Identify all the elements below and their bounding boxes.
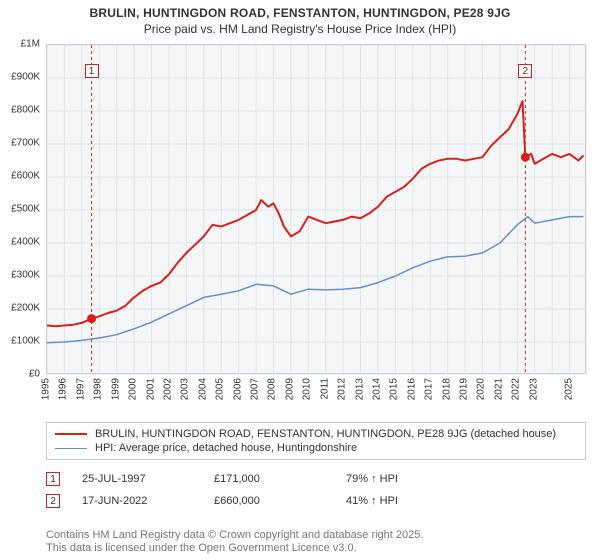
chart-title-line1: BRULIN, HUNTINGDON ROAD, FENSTANTON, HUN… [0,6,600,20]
x-tick-label: 1996 [58,378,69,400]
y-tick-label: £300K [11,270,40,281]
x-tick-label: 2004 [197,378,208,400]
x-axis-labels: 1995199619971998199920002001200220032004… [46,378,586,418]
x-tick-label: 2016 [406,378,417,400]
x-tick-label: 1997 [75,378,86,400]
legend-label-price-paid: BRULIN, HUNTINGDON ROAD, FENSTANTON, HUN… [95,428,556,440]
legend-label-hpi: HPI: Average price, detached house, Hunt… [95,442,357,454]
copyright-notice: Contains HM Land Registry data © Crown c… [46,529,586,557]
plot-area: 12 [46,44,586,374]
data-point-table: 1 25-JUL-1997 £171,000 79% ↑ HPI 2 17-JUN-202… [46,468,586,512]
y-axis-labels: £0£100K£200K£300K£400K£500K£600K£700K£80… [0,44,44,374]
data-point-date: 17-JUN-2022 [82,495,192,507]
x-tick-label: 2008 [267,378,278,400]
x-tick-label: 2003 [180,378,191,400]
data-point-price: £171,000 [214,473,324,485]
data-point-row: 1 25-JUL-1997 £171,000 79% ↑ HPI [46,468,586,490]
marker-label-2: 2 [518,64,532,78]
x-tick-label: 1995 [41,378,52,400]
data-point-price: £660,000 [214,495,324,507]
x-tick-label: 2023 [528,378,539,400]
y-tick-label: £600K [11,171,40,182]
x-tick-label: 2011 [319,378,330,400]
y-tick-label: £200K [11,303,40,314]
x-tick-label: 1999 [110,378,121,400]
y-tick-label: £100K [11,336,40,347]
y-tick-label: £1M [21,39,40,50]
plot-svg [47,45,587,375]
copyright-line1: Contains HM Land Registry data © Crown c… [46,529,586,543]
x-tick-label: 2017 [424,378,435,400]
y-tick-label: £0 [29,369,40,380]
x-tick-label: 2000 [128,378,139,400]
x-tick-label: 2001 [145,378,156,400]
data-point-delta: 79% ↑ HPI [346,473,456,485]
data-point-marker: 1 [46,472,60,486]
marker-label-1: 1 [85,64,99,78]
data-point-date: 25-JUL-1997 [82,473,192,485]
x-tick-label: 1998 [93,378,104,400]
x-tick-label: 2005 [215,378,226,400]
x-tick-label: 2019 [459,378,470,400]
y-tick-label: £400K [11,237,40,248]
x-tick-label: 2010 [302,378,313,400]
legend-item-hpi: HPI: Average price, detached house, Hunt… [55,441,577,455]
y-tick-label: £900K [11,72,40,83]
data-point-marker: 2 [46,494,60,508]
x-tick-label: 2013 [354,378,365,400]
legend-item-price-paid: BRULIN, HUNTINGDON ROAD, FENSTANTON, HUN… [55,427,577,441]
x-tick-label: 2015 [389,378,400,400]
legend-swatch-red [55,433,87,435]
chart-title-line2: Price paid vs. HM Land Registry's House … [0,22,600,36]
x-tick-label: 2002 [162,378,173,400]
y-tick-label: £800K [11,105,40,116]
x-tick-label: 2021 [493,378,504,400]
data-point-delta: 41% ↑ HPI [346,495,456,507]
x-tick-label: 2009 [284,378,295,400]
data-point-row: 2 17-JUN-2022 £660,000 41% ↑ HPI [46,490,586,512]
x-tick-label: 2006 [232,378,243,400]
x-tick-label: 2012 [337,378,348,400]
legend-swatch-blue [55,448,87,449]
x-tick-label: 2022 [511,378,522,400]
x-tick-label: 2018 [441,378,452,400]
y-tick-label: £500K [11,204,40,215]
x-tick-label: 2007 [250,378,261,400]
x-tick-label: 2025 [563,378,574,400]
x-tick-label: 2014 [371,378,382,400]
y-tick-label: £700K [11,138,40,149]
x-tick-label: 2020 [476,378,487,400]
legend: BRULIN, HUNTINGDON ROAD, FENSTANTON, HUN… [46,422,586,460]
copyright-line2: This data is licensed under the Open Gov… [46,542,586,556]
